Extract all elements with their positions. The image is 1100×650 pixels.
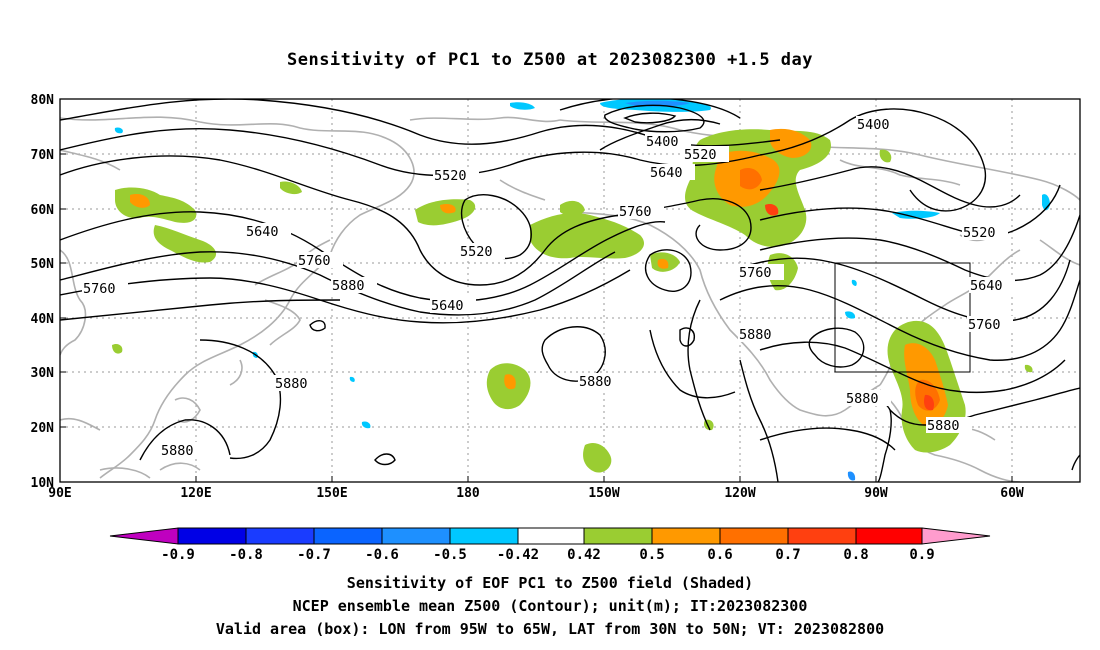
lon-tick-90e: 90E: [48, 486, 71, 501]
colorbar-label: 0.6: [707, 547, 732, 563]
lat-tick-40n: 40N: [31, 312, 55, 327]
contour-label-5880f: 5880: [927, 418, 960, 434]
colorbar-bin: [651, 527, 721, 545]
contour-label-5760d: 5760: [739, 265, 772, 281]
colorbar-bin: [787, 527, 857, 545]
colorbar-label: -0.42: [497, 547, 539, 563]
lon-tick-180: 180: [456, 486, 480, 501]
lat-tick-30n: 30N: [31, 366, 55, 381]
colorbar-label: 0.7: [775, 547, 800, 563]
contour-label-5880b: 5880: [739, 327, 772, 343]
lat-tick-70n: 70N: [31, 148, 55, 163]
contour-label-5640a: 5640: [650, 165, 683, 181]
colorbar-label: -0.8: [229, 547, 263, 563]
contour-label-5520d: 5520: [963, 225, 996, 241]
contour-label-5760b: 5760: [298, 253, 331, 269]
lat-axis: [60, 98, 66, 483]
lon-tick-60w: 60W: [1000, 486, 1024, 501]
contour-label-5520a: 5520: [684, 147, 717, 163]
colorbar-label: -0.9: [161, 547, 195, 563]
colorbar-bin: [855, 527, 923, 545]
colorbar-label: -0.6: [365, 547, 399, 563]
caption-shaded: Sensitivity of EOF PC1 to Z500 field (Sh…: [346, 574, 754, 592]
colorbar-labels: -0.9 -0.8 -0.7 -0.6 -0.5 -0.42 0.42 0.5 …: [161, 547, 935, 563]
lat-tick-60n: 60N: [31, 203, 55, 218]
lat-tick-50n: 50N: [31, 257, 55, 272]
contour-label-5400b: 5400: [857, 117, 890, 133]
colorbar-label: 0.42: [567, 547, 601, 563]
colorbar-bin: [583, 527, 653, 545]
contour-label-5520b: 5520: [434, 168, 467, 184]
colorbar-label: -0.7: [297, 547, 331, 563]
contour-label-5400a: 5400: [646, 134, 679, 150]
lon-tick-150e: 150E: [316, 486, 347, 501]
colorbar-label: 0.9: [909, 547, 934, 563]
lon-axis: [59, 476, 1013, 482]
contour-label-5760a: 5760: [619, 204, 652, 220]
colorbar-label: 0.8: [843, 547, 868, 563]
contour-label-5760c: 5760: [83, 281, 116, 297]
contour-label-5640d: 5640: [970, 278, 1003, 294]
contour-label-5520c: 5520: [460, 244, 493, 260]
caption-contour: NCEP ensemble mean Z500 (Contour); unit(…: [292, 597, 808, 615]
contour-label-5880c: 5880: [579, 374, 612, 390]
contour-label-5880d: 5880: [275, 376, 308, 392]
contour-label-5640b: 5640: [246, 224, 279, 240]
caption-valid-area: Valid area (box): LON from 95W to 65W, L…: [215, 620, 885, 638]
lon-tick-150w: 150W: [588, 486, 619, 501]
lon-tick-120e: 120E: [180, 486, 211, 501]
contour-label-5880a: 5880: [332, 278, 365, 294]
lat-tick-20n: 20N: [31, 421, 55, 436]
lat-tick-80n: 80N: [31, 93, 55, 108]
colorbar-label: -0.5: [433, 547, 467, 563]
colorbar-bin: [719, 527, 789, 545]
contour-label-5880g: 5880: [161, 443, 194, 459]
lon-tick-120w: 120W: [724, 486, 755, 501]
contour-label-5760e: 5760: [968, 317, 1001, 333]
colorbar-max-triangle: [921, 527, 991, 545]
colorbar-label: 0.5: [639, 547, 664, 563]
colorbar-min-triangle: [109, 527, 179, 545]
map-border: [59, 98, 1081, 483]
colorbar: [109, 527, 991, 545]
lat-tick-10n: 10N: [31, 476, 55, 491]
colorbar-bin: [517, 527, 585, 545]
contour-label-5880e: 5880: [846, 391, 879, 407]
map-title: Sensitivity of PC1 to Z500 at 2023082300…: [286, 50, 813, 70]
lon-tick-90w: 90W: [864, 486, 888, 501]
contour-label-5640c: 5640: [431, 298, 464, 314]
contour-labels: 5400 5400 5520 5520 5520 5520 5640 5640 …: [82, 116, 1015, 459]
